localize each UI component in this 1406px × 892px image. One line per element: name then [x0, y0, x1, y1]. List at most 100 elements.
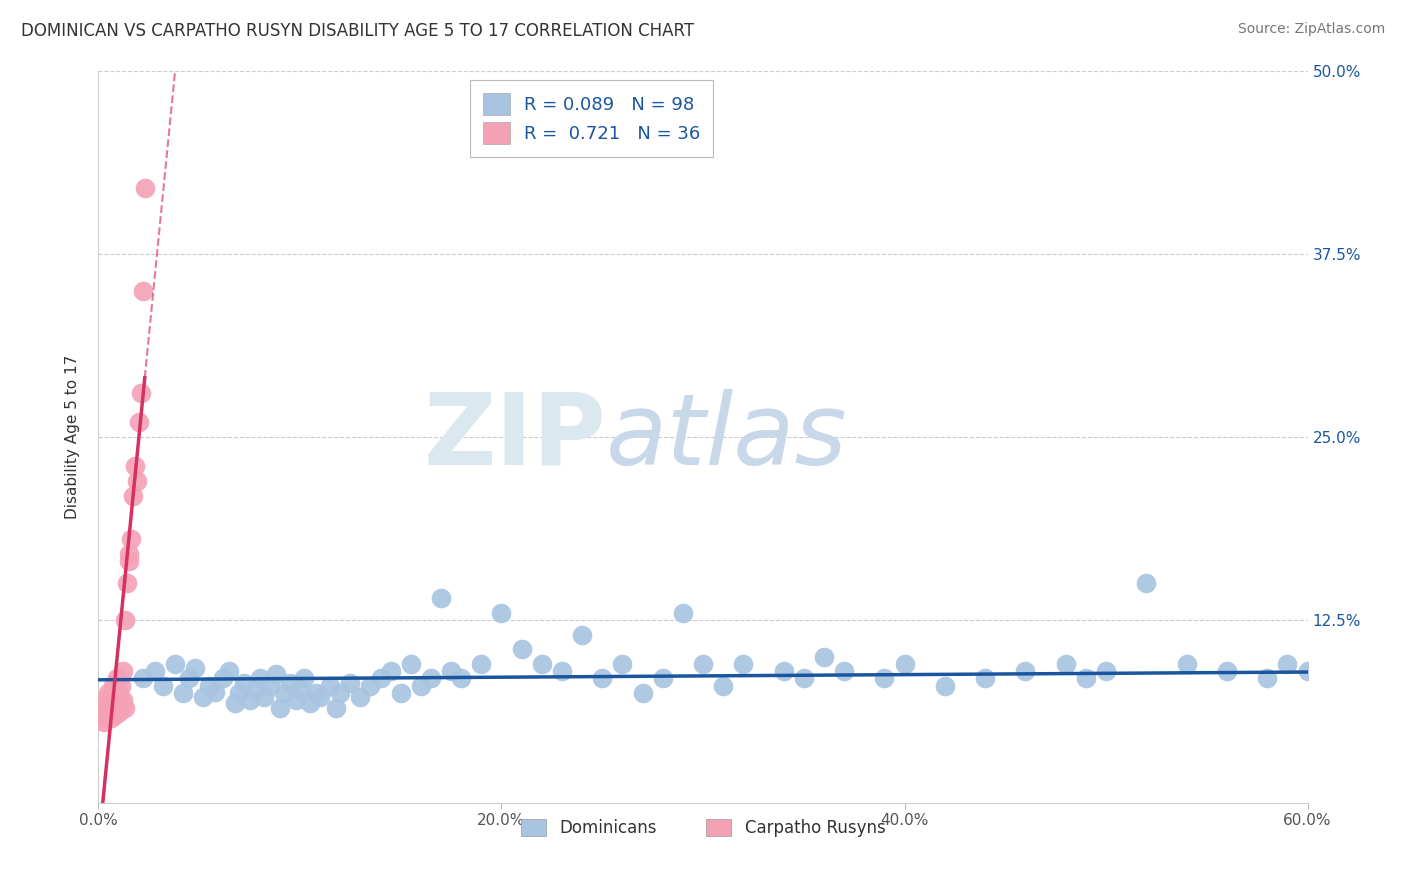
- Point: [124, 459, 146, 474]
- Point: [101, 690, 124, 705]
- Point: [380, 664, 402, 678]
- Point: [510, 642, 533, 657]
- Point: [103, 693, 125, 707]
- Point: [132, 672, 155, 686]
- Point: [470, 657, 492, 671]
- Point: [772, 664, 794, 678]
- Point: [692, 657, 714, 671]
- Legend: Dominicans, Carpatho Rusyns: Dominicans, Carpatho Rusyns: [512, 811, 894, 846]
- Point: [204, 684, 226, 698]
- Point: [132, 284, 155, 298]
- Point: [110, 696, 132, 710]
- Text: atlas: atlas: [606, 389, 848, 485]
- Point: [409, 679, 432, 693]
- Point: [1296, 664, 1319, 678]
- Point: [934, 679, 956, 693]
- Point: [491, 606, 513, 620]
- Point: [733, 657, 755, 671]
- Point: [121, 489, 143, 503]
- Point: [1175, 657, 1198, 671]
- Text: Source: ZipAtlas.com: Source: ZipAtlas.com: [1237, 22, 1385, 37]
- Point: [152, 679, 174, 693]
- Point: [264, 667, 287, 681]
- Point: [115, 576, 138, 591]
- Point: [1135, 576, 1157, 591]
- Point: [111, 664, 134, 678]
- Point: [530, 657, 553, 671]
- Point: [288, 681, 311, 696]
- Point: [245, 681, 267, 696]
- Point: [128, 416, 150, 430]
- Point: [97, 705, 120, 719]
- Point: [120, 533, 142, 547]
- Point: [430, 591, 453, 605]
- Point: [105, 686, 128, 700]
- Point: [571, 627, 593, 641]
- Text: ZIP: ZIP: [423, 389, 606, 485]
- Point: [103, 708, 125, 723]
- Point: [111, 693, 134, 707]
- Point: [1376, 657, 1399, 671]
- Point: [143, 664, 166, 678]
- Point: [100, 711, 122, 725]
- Point: [118, 554, 141, 568]
- Point: [399, 657, 422, 671]
- Point: [974, 672, 997, 686]
- Point: [1014, 664, 1036, 678]
- Point: [1256, 672, 1278, 686]
- Point: [551, 664, 574, 678]
- Point: [253, 690, 276, 705]
- Point: [1337, 672, 1360, 686]
- Point: [114, 700, 136, 714]
- Point: [329, 686, 352, 700]
- Point: [125, 474, 148, 488]
- Point: [299, 696, 322, 710]
- Point: [110, 679, 132, 693]
- Point: [651, 672, 673, 686]
- Point: [184, 661, 207, 675]
- Point: [101, 700, 124, 714]
- Point: [813, 649, 835, 664]
- Point: [232, 676, 254, 690]
- Point: [360, 679, 382, 693]
- Point: [228, 686, 250, 700]
- Point: [711, 679, 734, 693]
- Point: [93, 715, 115, 730]
- Point: [1095, 664, 1118, 678]
- Point: [893, 657, 915, 671]
- Point: [292, 672, 315, 686]
- Point: [97, 686, 120, 700]
- Point: [631, 686, 654, 700]
- Point: [450, 672, 472, 686]
- Point: [107, 686, 129, 700]
- Point: [309, 690, 332, 705]
- Point: [179, 672, 201, 686]
- Point: [591, 672, 613, 686]
- Point: [218, 664, 240, 678]
- Point: [832, 664, 855, 678]
- Point: [793, 672, 815, 686]
- Point: [118, 547, 141, 561]
- Text: DOMINICAN VS CARPATHO RUSYN DISABILITY AGE 5 TO 17 CORRELATION CHART: DOMINICAN VS CARPATHO RUSYN DISABILITY A…: [21, 22, 695, 40]
- Point: [284, 693, 307, 707]
- Point: [101, 679, 124, 693]
- Point: [91, 708, 114, 723]
- Point: [96, 711, 118, 725]
- Point: [672, 606, 695, 620]
- Point: [269, 700, 291, 714]
- Point: [440, 664, 463, 678]
- Point: [325, 700, 347, 714]
- Point: [105, 672, 128, 686]
- Y-axis label: Disability Age 5 to 17: Disability Age 5 to 17: [65, 355, 80, 519]
- Point: [278, 676, 301, 690]
- Point: [339, 676, 361, 690]
- Point: [273, 686, 295, 700]
- Point: [612, 657, 634, 671]
- Point: [212, 672, 235, 686]
- Point: [134, 181, 156, 195]
- Point: [1216, 664, 1239, 678]
- Point: [305, 686, 328, 700]
- Point: [389, 686, 412, 700]
- Point: [1054, 657, 1077, 671]
- Point: [420, 672, 443, 686]
